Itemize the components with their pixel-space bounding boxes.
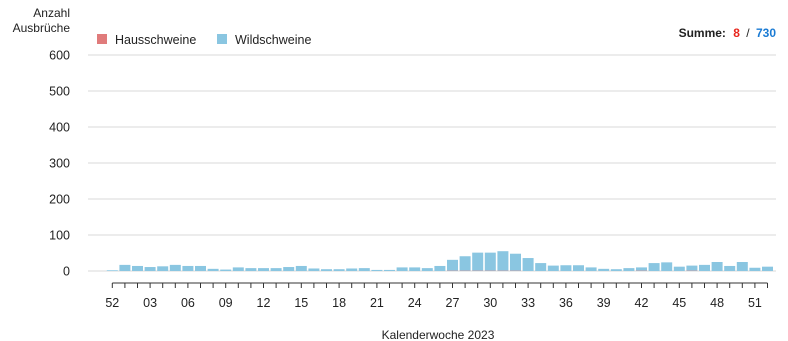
bar-wildschweine bbox=[157, 266, 168, 271]
x-tick-label: 18 bbox=[332, 296, 346, 310]
legend: Hausschweine Wildschweine bbox=[97, 33, 311, 47]
y-tick-label: 600 bbox=[49, 49, 70, 63]
x-tick-label: 27 bbox=[446, 296, 460, 310]
bar-wildschweine bbox=[447, 260, 458, 271]
x-tick-label: 03 bbox=[143, 296, 157, 310]
y-tick-label: 400 bbox=[49, 121, 70, 135]
bar-wildschweine bbox=[334, 269, 345, 271]
bar-wildschweine bbox=[510, 254, 521, 271]
bar-wildschweine bbox=[195, 266, 206, 271]
bar-wildschweine bbox=[674, 267, 685, 271]
bar-wildschweine bbox=[560, 265, 571, 271]
x-tick-label: 45 bbox=[672, 296, 686, 310]
bar-wildschweine bbox=[573, 265, 584, 271]
bar-wildschweine bbox=[434, 266, 445, 271]
summary-haus-total: 8 bbox=[733, 26, 740, 40]
bar-wildschweine bbox=[119, 265, 130, 271]
bar-wildschweine bbox=[132, 266, 143, 271]
bar-wildschweine bbox=[712, 262, 723, 271]
bar-wildschweine bbox=[686, 266, 697, 271]
bar-wildschweine bbox=[422, 268, 433, 271]
bar-wildschweine bbox=[699, 265, 710, 271]
x-tick-label: 21 bbox=[370, 296, 384, 310]
x-tick-label: 51 bbox=[748, 296, 762, 310]
x-tick-label: 09 bbox=[219, 296, 233, 310]
bar-wildschweine bbox=[233, 267, 244, 271]
bar-wildschweine bbox=[397, 267, 408, 271]
bar-wildschweine bbox=[359, 268, 370, 271]
bar-wildschweine bbox=[636, 267, 647, 270]
x-tick-label: 33 bbox=[521, 296, 535, 310]
bar-wildschweine bbox=[485, 253, 496, 271]
x-tick-label: 42 bbox=[635, 296, 649, 310]
legend-swatch-wildschweine bbox=[217, 34, 227, 44]
bar-wildschweine bbox=[308, 268, 319, 271]
bar-wildschweine bbox=[296, 266, 307, 271]
summary-label: Summe: bbox=[679, 26, 726, 40]
bar-wildschweine bbox=[208, 269, 219, 271]
bar-wildschweine bbox=[182, 266, 193, 271]
legend-swatch-hausschweine bbox=[97, 34, 107, 44]
bar-wildschweine bbox=[749, 268, 760, 271]
legend-label-hausschweine: Hausschweine bbox=[115, 33, 196, 47]
bar-wildschweine bbox=[258, 268, 269, 271]
x-tick-label: 36 bbox=[559, 296, 573, 310]
bar-wildschweine bbox=[170, 265, 181, 271]
x-tick-label: 15 bbox=[294, 296, 308, 310]
bar-wildschweine bbox=[661, 262, 672, 271]
y-tick-label: 0 bbox=[63, 265, 70, 279]
bar-wildschweine bbox=[649, 263, 660, 271]
bar-wildschweine bbox=[497, 251, 508, 270]
bar-wildschweine bbox=[271, 268, 282, 271]
bar-wildschweine bbox=[762, 267, 773, 271]
bar-wildschweine bbox=[321, 269, 332, 271]
x-tick-label: 30 bbox=[483, 296, 497, 310]
bar-wildschweine bbox=[460, 256, 471, 270]
bar-wildschweine bbox=[283, 267, 294, 271]
y-axis-title-line2: Ausbrüche bbox=[13, 21, 71, 35]
bar-wildschweine bbox=[737, 262, 748, 271]
bar-wildschweine bbox=[145, 267, 156, 271]
bar-wildschweine bbox=[611, 269, 622, 271]
bar-wildschweine bbox=[245, 268, 256, 271]
x-tick-label: 39 bbox=[597, 296, 611, 310]
legend-label-wildschweine: Wildschweine bbox=[235, 33, 311, 47]
bar-wildschweine bbox=[724, 266, 735, 271]
x-tick-label: 24 bbox=[408, 296, 422, 310]
summary-separator: / bbox=[746, 26, 750, 40]
y-tick-label: 300 bbox=[49, 157, 70, 171]
y-axis-title-line1: Anzahl bbox=[33, 6, 70, 20]
x-axis-title: Kalenderwoche 2023 bbox=[382, 328, 495, 341]
gridlines bbox=[88, 55, 776, 271]
y-tick-label: 100 bbox=[49, 229, 70, 243]
bar-wildschweine bbox=[535, 263, 546, 271]
summary-wild-total: 730 bbox=[756, 26, 776, 40]
bar-wildschweine bbox=[548, 266, 559, 271]
x-tick-label: 48 bbox=[710, 296, 724, 310]
bar-wildschweine bbox=[598, 269, 609, 271]
bar-wildschweine bbox=[523, 258, 534, 271]
x-tick-label: 52 bbox=[105, 296, 119, 310]
x-tick-label: 06 bbox=[181, 296, 195, 310]
bar-wildschweine bbox=[623, 268, 634, 271]
bar-wildschweine bbox=[384, 270, 395, 271]
bar-wildschweine bbox=[220, 270, 231, 271]
bar-wildschweine bbox=[107, 270, 118, 271]
y-tick-label: 200 bbox=[49, 193, 70, 207]
bar-wildschweine bbox=[346, 268, 357, 271]
bars bbox=[107, 251, 773, 271]
bar-wildschweine bbox=[586, 267, 597, 271]
bar-wildschweine bbox=[409, 267, 420, 271]
summary-total: Summe: 8 / 730 bbox=[679, 26, 777, 40]
bar-wildschweine bbox=[371, 270, 382, 271]
x-tick-label: 12 bbox=[257, 296, 271, 310]
bar-wildschweine bbox=[472, 253, 483, 271]
y-tick-label: 500 bbox=[49, 85, 70, 99]
